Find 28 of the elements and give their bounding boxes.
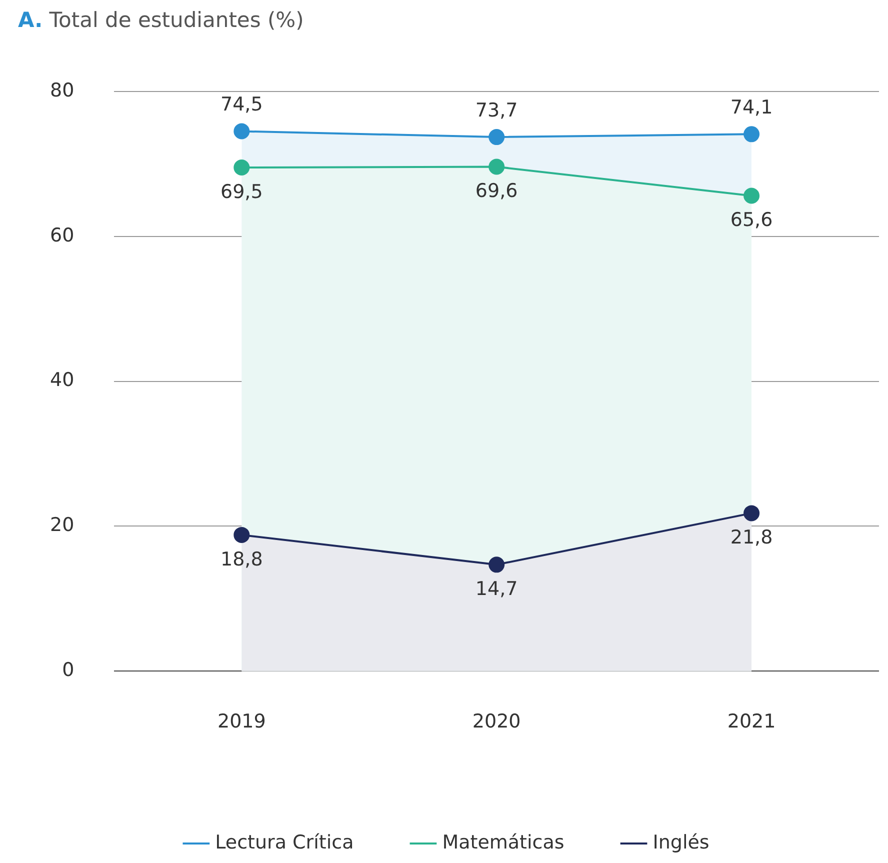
- y-tick-label: 80: [50, 79, 74, 102]
- data-label: 18,8: [220, 548, 263, 570]
- data-label: 73,7: [475, 99, 518, 122]
- legend-label: Matemáticas: [442, 831, 564, 854]
- point: [488, 129, 505, 146]
- data-label: 69,6: [475, 180, 518, 202]
- point: [488, 556, 505, 573]
- legend-label: Lectura Crítica: [215, 831, 354, 854]
- point: [234, 123, 250, 140]
- data-label: 74,1: [730, 96, 773, 119]
- point: [744, 188, 760, 204]
- data-label: 74,5: [220, 94, 263, 116]
- point: [234, 526, 250, 543]
- y-tick-label: 0: [62, 659, 74, 682]
- point: [744, 505, 760, 522]
- x-tick-label: 2020: [472, 710, 521, 733]
- chart-title: A. Total de estudiantes (%): [18, 8, 304, 32]
- data-label: 21,8: [730, 526, 773, 549]
- y-tick-label: 40: [50, 369, 74, 392]
- data-label: 14,7: [475, 578, 518, 600]
- x-tick-label: 2021: [727, 710, 776, 733]
- data-label: 69,5: [220, 180, 263, 203]
- data-label: 65,6: [730, 209, 773, 232]
- y-tick-label: 60: [50, 224, 74, 246]
- legend-label: Inglés: [652, 831, 710, 854]
- point: [744, 126, 760, 142]
- y-tick-label: 20: [50, 514, 74, 536]
- x-tick-label: 2019: [217, 710, 266, 733]
